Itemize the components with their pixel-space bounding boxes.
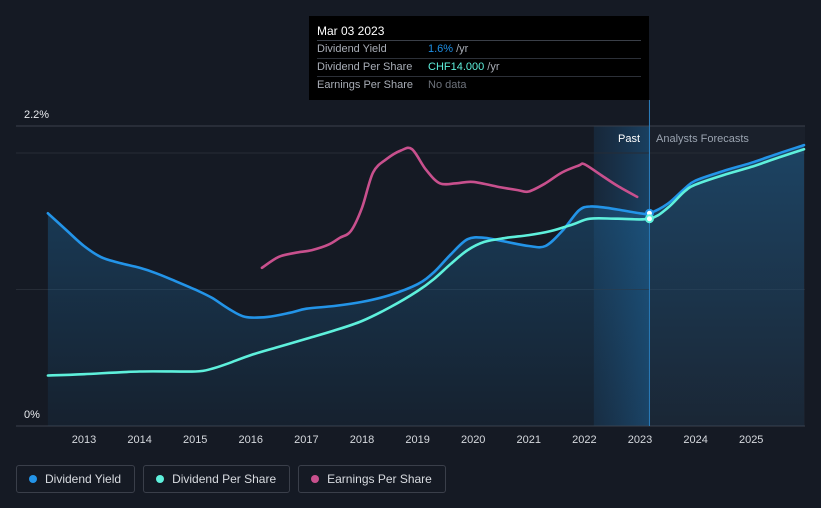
x-tick-label: 2017	[294, 434, 318, 446]
tooltip-label: Dividend Yield	[317, 43, 387, 55]
x-tick-label: 2023	[628, 434, 652, 446]
marker-dividend-per-share	[644, 214, 654, 224]
x-tick-label: 2016	[239, 434, 263, 446]
x-tick-label: 2024	[683, 434, 707, 446]
x-tick-label: 2018	[350, 434, 374, 446]
series-line-dividend-yield	[46, 143, 806, 319]
x-tick-label: 2021	[517, 434, 541, 446]
legend-dot-icon	[311, 475, 320, 483]
legend-item-earnings-per-share[interactable]: Earnings Per Share	[298, 465, 446, 493]
legend-label: Dividend Yield	[45, 472, 122, 486]
y-axis-max-label: 2.2%	[24, 109, 49, 121]
series-line-dividend-per-share	[46, 147, 806, 377]
tooltip-unit: /yr	[487, 61, 500, 73]
legend-item-dividend-yield[interactable]: Dividend Yield	[16, 465, 136, 493]
tooltip-row-earnings-per-share: Earnings Per Share No data	[317, 77, 641, 94]
x-tick-label: 2013	[72, 434, 96, 446]
x-tick-label: 2025	[739, 434, 763, 446]
tooltip-row-dividend-per-share: Dividend Per Share CHF14.000 /yr	[317, 59, 641, 77]
chart-legend: Dividend Yield Dividend Per Share Earnin…	[16, 465, 446, 493]
x-tick-label: 2015	[183, 434, 207, 446]
tooltip-unit: /yr	[456, 43, 469, 55]
legend-item-dividend-per-share[interactable]: Dividend Per Share	[143, 465, 291, 493]
legend-label: Dividend Per Share	[172, 472, 277, 486]
y-axis-min-label: 0%	[24, 409, 40, 421]
tooltip-value: 1.6%	[428, 43, 454, 55]
tooltip-value: CHF14.000	[428, 61, 485, 73]
x-tick-label: 2019	[405, 434, 429, 446]
tooltip-row-dividend-yield: Dividend Yield 1.6% /yr	[317, 41, 641, 59]
series-line-earnings-per-share	[260, 146, 639, 270]
x-tick-label: 2022	[572, 434, 596, 446]
tooltip-label: Earnings Per Share	[317, 79, 413, 91]
chart-tooltip: Mar 03 2023 Dividend Yield 1.6% /yr Divi…	[309, 16, 649, 100]
x-tick-label: 2014	[127, 434, 151, 446]
tooltip-label: Dividend Per Share	[317, 61, 413, 73]
x-tick-label: 2020	[461, 434, 485, 446]
tooltip-value: No data	[428, 79, 467, 91]
forecast-period-label: Analysts Forecasts	[656, 133, 749, 145]
past-period-label: Past	[618, 133, 640, 145]
tooltip-date: Mar 03 2023	[317, 22, 641, 41]
legend-dot-icon	[29, 475, 37, 483]
legend-dot-icon	[156, 475, 165, 483]
legend-label: Earnings Per Share	[327, 472, 432, 486]
